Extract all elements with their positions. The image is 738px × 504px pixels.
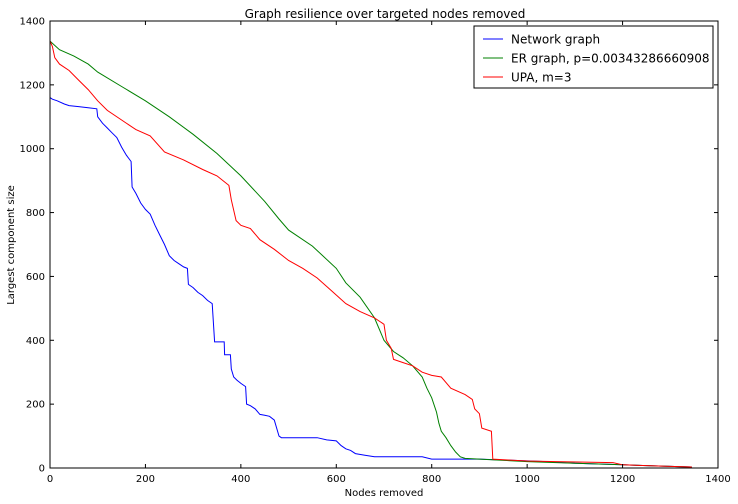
legend: Network graph ER graph, p=0.003432866609… xyxy=(473,25,714,89)
series-line-1 xyxy=(49,40,692,468)
series-line-0 xyxy=(49,97,692,468)
x-tick-label: 0 xyxy=(47,474,53,485)
plot-frame xyxy=(49,20,719,469)
y-tick-label: 800 xyxy=(26,208,45,219)
y-tick-label: 200 xyxy=(26,400,45,411)
y-tick-label: 400 xyxy=(26,336,45,347)
y-tick-label: 600 xyxy=(26,272,45,283)
x-tick-label: 600 xyxy=(327,474,346,485)
x-tick-label: 200 xyxy=(136,474,155,485)
x-tick-label: 400 xyxy=(231,474,250,485)
legend-label-network: Network graph xyxy=(511,33,600,47)
x-tick-label: 1200 xyxy=(610,474,635,485)
y-tick-label: 1400 xyxy=(20,17,45,28)
legend-frame xyxy=(473,25,714,89)
legend-label-er: ER graph, p=0.00343286660908 xyxy=(511,52,710,66)
x-axis: 0 200 400 600 800 1000 1200 1400 xyxy=(47,21,731,485)
plot-area: 0 200 400 600 800 1000 1200 1400 0 200 400 600 800 1… xyxy=(20,17,731,486)
x-tick-label: 800 xyxy=(422,474,441,485)
x-axis-label: Nodes removed xyxy=(345,488,424,499)
y-tick-label: 1200 xyxy=(20,80,45,91)
x-tick-label: 1000 xyxy=(514,474,539,485)
x-tick-label: 1400 xyxy=(705,474,730,485)
series-line-2 xyxy=(49,40,692,468)
series-lines xyxy=(49,40,692,468)
y-tick-label: 0 xyxy=(39,464,45,475)
chart-title: Graph resilience over targeted nodes rem… xyxy=(245,7,526,21)
y-axis-label: Largest component size xyxy=(6,185,17,305)
y-tick-label: 1000 xyxy=(20,144,45,155)
legend-label-upa: UPA, m=3 xyxy=(511,71,571,85)
y-axis: 0 200 400 600 800 1000 1200 1400 xyxy=(20,17,718,475)
